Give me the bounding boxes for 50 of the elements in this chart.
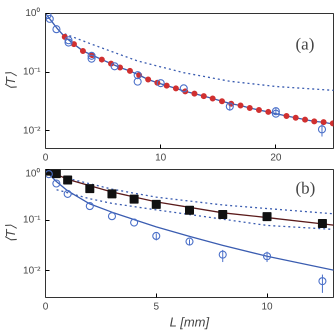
y-tick-label: 10⁻¹ [23,66,42,78]
point [191,90,198,97]
point [156,79,165,88]
y-tick-label: 10⁻¹ [23,214,42,226]
point [46,14,54,23]
x-tick-label: 0 [42,302,49,312]
annotation: (a) [296,34,314,54]
point [265,108,272,115]
y-tick-label: 10⁻² [23,265,42,276]
point [64,38,73,47]
point [180,84,188,92]
point [292,114,299,121]
x-tick-label: 10 [261,302,274,312]
x-tick-label: 5 [153,302,160,312]
point [134,78,142,86]
point [126,68,133,74]
point [88,54,96,63]
point [256,106,262,113]
annotation: (b) [296,178,316,198]
point [52,25,60,34]
x-tick-label: 0 [42,152,49,164]
y-tick-label: 10⁰ [25,7,40,19]
point [320,119,327,126]
x-tick-label: 20 [270,152,282,164]
point [302,116,308,123]
y-tick-label: 10⁻² [23,125,42,136]
point [164,82,170,89]
x-axis-title: L [mm] [170,314,210,330]
point [218,98,225,104]
point [80,48,86,54]
point [200,93,207,100]
point [110,62,119,70]
point [145,76,152,82]
point [272,107,280,116]
point [210,96,216,102]
point [284,113,290,119]
point [134,71,142,80]
x-tick-label: 10 [155,152,167,164]
point [98,56,105,63]
y-tick-label: 10⁰ [25,168,40,180]
y-axis-title: ⟨T⟩ [3,224,18,242]
point [272,110,280,118]
point [238,102,244,109]
point [318,125,326,134]
point [226,102,234,111]
point [311,118,318,124]
point [172,85,179,92]
point [64,36,73,44]
y-axis-title: ⟨T⟩ [3,72,18,90]
point [246,105,253,111]
